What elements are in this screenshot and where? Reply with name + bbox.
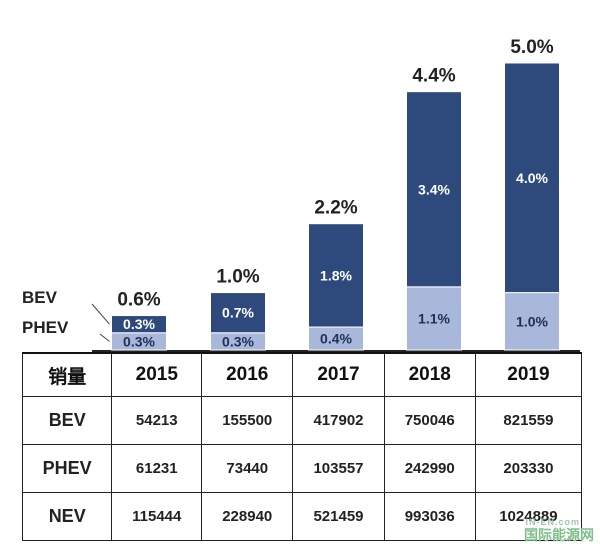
data-label-phev: 1.0% <box>516 313 548 329</box>
total-label: 1.0% <box>216 267 259 288</box>
table-header-row: 销量 2015 2016 2017 2018 2019 <box>21 352 583 397</box>
table-cell: 155500 <box>201 396 294 445</box>
data-label-phev: 0.4% <box>320 331 352 347</box>
table-cell: 228940 <box>201 492 294 541</box>
row-label: BEV <box>21 396 113 445</box>
legend: BEV PHEV <box>22 288 110 342</box>
table-cell: 203330 <box>474 444 583 493</box>
bar-segment-phev <box>504 292 560 351</box>
legend-label-phev: PHEV <box>22 318 69 337</box>
legend-label-bev: BEV <box>22 288 58 307</box>
table-header-cell: 2017 <box>292 352 385 397</box>
legend-pointer-phev <box>99 333 110 342</box>
bar-segment-bev <box>504 62 560 294</box>
data-label-phev: 0.3% <box>222 333 254 349</box>
data-label-bev: 4.0% <box>516 170 548 186</box>
watermark-top: IN-EN.com <box>525 517 580 527</box>
bar-segment-phev <box>406 286 462 351</box>
bars-group: 0.3%0.3%0.6%0.3%0.7%1.0%0.4%1.8%2.2%1.1%… <box>92 37 580 352</box>
table-cell: 750046 <box>383 396 476 445</box>
table-cell: 521459 <box>292 492 385 541</box>
table-cell: 73440 <box>201 444 294 493</box>
bar-segment-bev <box>308 223 364 328</box>
total-label: 4.4% <box>412 66 455 87</box>
table-header-cell: 2018 <box>383 352 476 397</box>
table-cell: 54213 <box>111 396 203 445</box>
table-row: NEV 115444 228940 521459 993036 1024889 <box>21 492 583 541</box>
table-cell: 993036 <box>383 492 476 541</box>
table-cell: 242990 <box>383 444 476 493</box>
total-label: 0.6% <box>117 290 160 311</box>
bar-segment-bev <box>111 315 167 334</box>
data-label-bev: 1.8% <box>320 267 352 283</box>
data-label-phev: 0.3% <box>123 333 155 349</box>
total-label: 2.2% <box>314 198 357 219</box>
sales-table: 销量 2015 2016 2017 2018 2019 BEV 54213 15… <box>21 352 583 541</box>
table-row: PHEV 61231 73440 103557 242990 203330 <box>21 444 583 493</box>
watermark-bottom: 国际能源网 <box>524 527 594 543</box>
row-label: NEV <box>21 492 113 541</box>
data-label-phev: 1.1% <box>418 310 450 326</box>
data-label-bev: 0.7% <box>222 305 254 321</box>
table-cell: 1024889 <box>474 492 583 541</box>
table-header-cell: 2015 <box>111 352 203 397</box>
table-cell: 61231 <box>111 444 203 493</box>
table-cell: 103557 <box>292 444 385 493</box>
table-cell: 115444 <box>111 492 203 541</box>
table-cell: 417902 <box>292 396 385 445</box>
bar-segment-bev <box>210 292 266 334</box>
table-header-cell: 2019 <box>474 352 583 397</box>
total-label: 5.0% <box>510 37 553 58</box>
data-label-bev: 3.4% <box>418 181 450 197</box>
legend-pointer-bev <box>91 303 110 325</box>
table-header-cell: 2016 <box>201 352 294 397</box>
bar-segment-bev <box>406 91 462 288</box>
table-header-cell: 销量 <box>21 352 113 397</box>
table-row: BEV 54213 155500 417902 750046 821559 <box>21 396 583 445</box>
table-cell: 821559 <box>474 396 583 445</box>
row-label: PHEV <box>21 444 113 493</box>
data-label-bev: 0.3% <box>123 316 155 332</box>
